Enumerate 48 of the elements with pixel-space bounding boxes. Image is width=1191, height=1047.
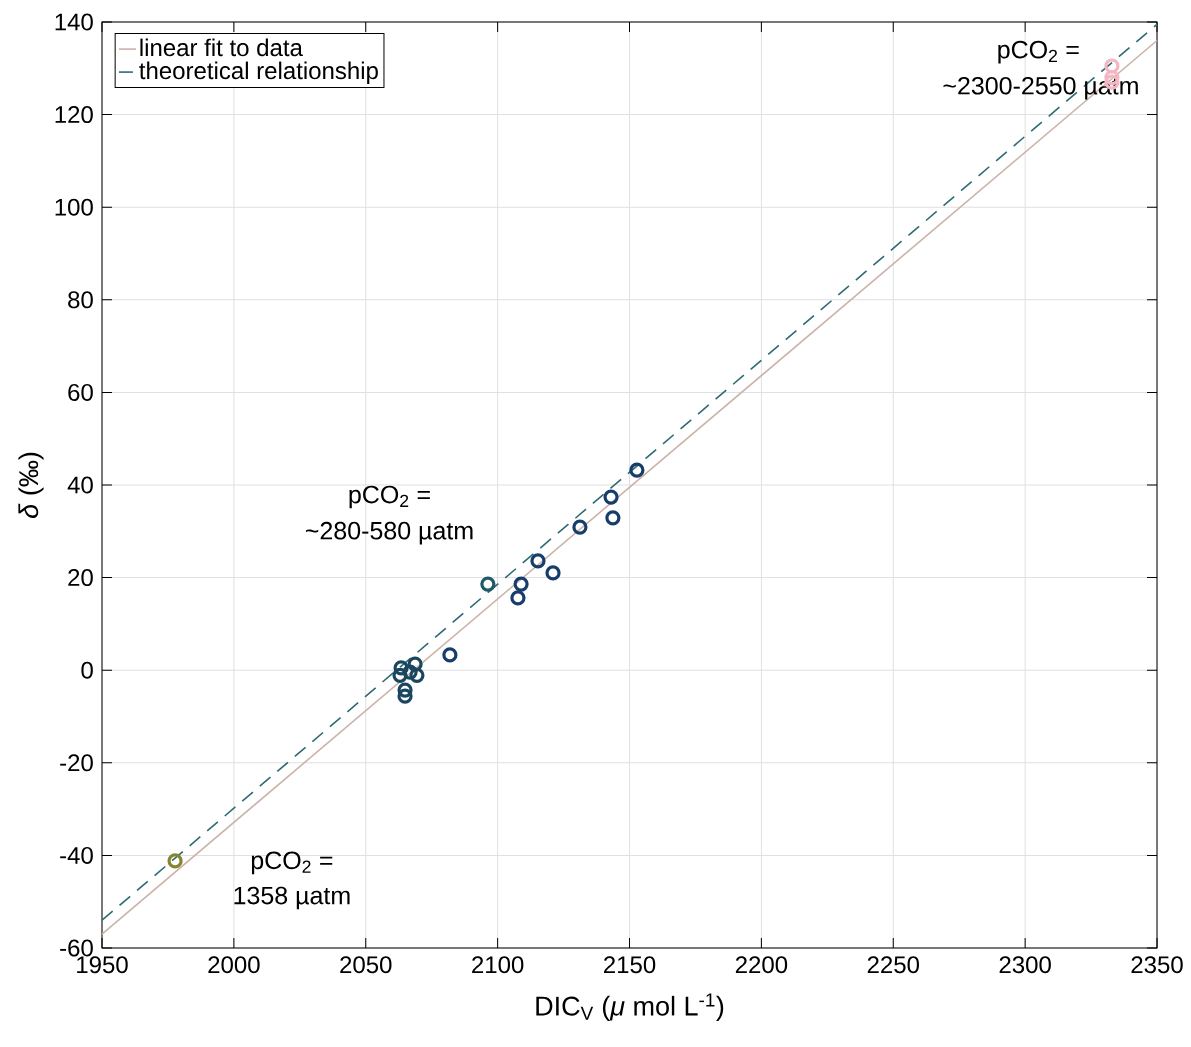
- point: [510, 590, 526, 606]
- point: [393, 660, 409, 676]
- y-tick-label: 20: [68, 569, 93, 587]
- x-tick-label: 2300: [999, 956, 1051, 974]
- y-tick-label: -20: [60, 754, 93, 772]
- x-tick-label: 2350: [1131, 956, 1183, 974]
- point: [530, 553, 546, 569]
- y-tick-label: 140: [55, 13, 93, 31]
- point: [167, 853, 183, 869]
- point: [605, 510, 621, 526]
- point: [629, 462, 645, 478]
- x-tick-label: 2000: [208, 956, 260, 974]
- point: [397, 682, 413, 698]
- point: [480, 576, 496, 592]
- y-axis-title: δ (‰): [18, 452, 44, 518]
- point: [572, 519, 588, 535]
- legend-label: theoretical relationship: [139, 61, 378, 84]
- point: [513, 576, 529, 592]
- y-tick-label: 120: [55, 106, 93, 124]
- y-tick-label: 40: [67, 476, 93, 494]
- x-tick-label: 2250: [867, 956, 919, 974]
- x-tick-label: 1950: [77, 956, 128, 974]
- annotation: pCO$_{2}$ =: [349, 485, 430, 509]
- y-tick-label: 0: [81, 661, 93, 679]
- x-tick-label: 2100: [472, 956, 524, 974]
- x-tick-label: 2150: [604, 956, 656, 974]
- x-axis-title: DIC$_{V}$ (μ mol L$^{-1}$): [536, 993, 724, 1022]
- point: [409, 667, 425, 683]
- point: [442, 647, 458, 663]
- point: [1104, 58, 1120, 74]
- point: [392, 667, 408, 683]
- point: [603, 489, 619, 505]
- legend-label: linear fit to data: [140, 38, 303, 57]
- x-tick-label: 2050: [340, 956, 392, 974]
- point: [402, 664, 418, 680]
- annotation: pCO$_{2}$ =: [251, 851, 333, 875]
- y-tick-label: 100: [55, 198, 93, 216]
- point: [407, 656, 423, 672]
- y-tick-label: -40: [60, 846, 93, 864]
- y-tick-label: -60: [60, 939, 93, 957]
- point: [397, 688, 413, 704]
- x-tick-label: 2200: [735, 956, 788, 974]
- annotation: pCO$_{2}$ =: [998, 40, 1079, 64]
- y-tick-label: 60: [68, 383, 93, 401]
- annotation: 1358 µatm: [234, 886, 350, 910]
- y-tick-label: 80: [68, 291, 93, 309]
- annotation: ~280-580 µatm: [305, 521, 473, 545]
- point: [545, 565, 561, 581]
